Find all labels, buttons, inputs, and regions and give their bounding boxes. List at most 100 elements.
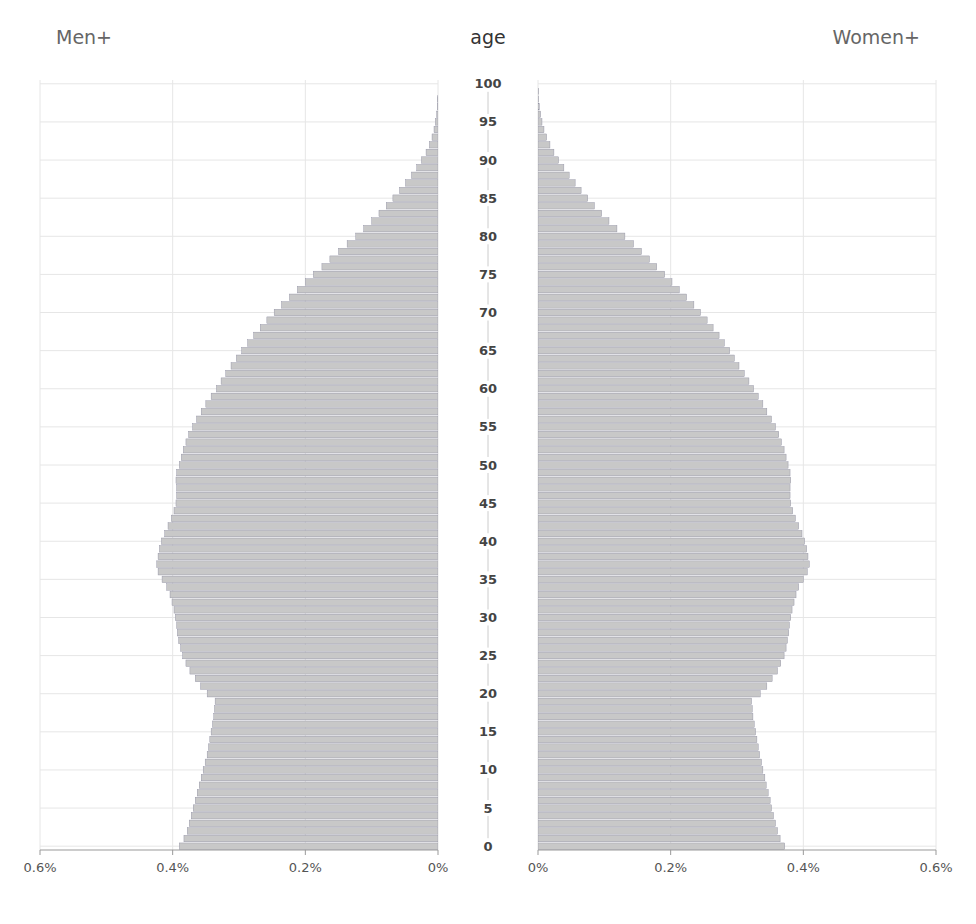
tick-label: 95 <box>479 114 497 129</box>
tick-mark <box>936 850 937 855</box>
bar <box>538 721 754 727</box>
bar <box>226 370 438 376</box>
bar <box>538 340 724 346</box>
bar <box>538 393 758 399</box>
grid-line <box>40 121 438 122</box>
bar <box>538 96 539 102</box>
bar <box>538 683 767 689</box>
grid-line <box>803 80 804 850</box>
bar <box>195 675 438 681</box>
bar <box>183 447 438 453</box>
bar <box>339 248 439 254</box>
bar <box>538 134 547 140</box>
panel-title: Men+ <box>56 26 112 48</box>
bar <box>161 538 438 544</box>
tick-label: 80 <box>479 229 497 244</box>
bar <box>411 172 438 178</box>
bar <box>212 721 438 727</box>
bar <box>174 508 438 514</box>
bar <box>538 302 694 308</box>
bar <box>432 134 438 140</box>
panel: 0%0.2%0.4%0.6% <box>528 80 953 875</box>
tick-mark <box>172 850 173 855</box>
bar <box>177 622 438 628</box>
bar <box>175 614 438 620</box>
bar <box>538 325 713 331</box>
bar <box>435 119 438 125</box>
bar <box>538 538 805 544</box>
bar <box>231 363 438 369</box>
axis-title: age <box>470 26 505 48</box>
tick-label: 0.4% <box>156 860 189 875</box>
grid-line <box>172 80 173 850</box>
bar <box>538 652 784 658</box>
bar <box>538 508 793 514</box>
bar <box>197 790 438 796</box>
bar <box>538 584 799 590</box>
bar <box>538 469 790 475</box>
bar <box>538 81 539 87</box>
tick-label: 25 <box>479 648 497 663</box>
bar <box>171 515 438 521</box>
bar <box>538 218 609 224</box>
bar <box>538 119 542 125</box>
background <box>0 0 976 924</box>
label-bg <box>470 266 506 282</box>
bar <box>289 294 438 300</box>
grid-line <box>538 121 936 122</box>
bar <box>538 103 539 109</box>
bar <box>538 759 762 765</box>
bar <box>538 347 730 353</box>
bar <box>538 614 791 620</box>
bar <box>386 203 438 209</box>
bar <box>538 690 760 696</box>
tick-label: 70 <box>479 305 497 320</box>
bar <box>305 279 438 285</box>
bar <box>538 546 807 552</box>
tick-mark <box>803 850 804 855</box>
bar <box>191 812 438 818</box>
bar <box>538 462 788 468</box>
bars <box>538 88 809 849</box>
bar <box>356 233 438 239</box>
bar <box>177 629 438 635</box>
bar <box>216 386 438 392</box>
tick-label: 45 <box>479 496 497 511</box>
label-bg <box>470 457 506 473</box>
bar <box>538 454 786 460</box>
bar <box>538 271 665 277</box>
tick-label: 30 <box>479 610 497 625</box>
age-axis: 0510152025303540455055606570758085909510… <box>470 76 506 854</box>
label-bg <box>470 800 506 816</box>
bar <box>214 713 438 719</box>
label-bg <box>470 419 506 435</box>
bar <box>538 447 784 453</box>
bar <box>205 759 438 765</box>
tick-mark <box>538 850 539 855</box>
bar <box>538 355 734 361</box>
bar <box>538 698 752 704</box>
bar <box>538 591 796 597</box>
bar <box>538 492 790 498</box>
label-bg <box>470 609 506 625</box>
bar <box>201 408 438 414</box>
bar <box>538 599 794 605</box>
bar <box>189 820 438 826</box>
tick-mark <box>305 850 306 855</box>
bar <box>538 408 767 414</box>
bar <box>538 576 803 582</box>
bar <box>538 774 765 780</box>
bar <box>538 142 550 148</box>
bar <box>201 774 438 780</box>
bar <box>364 225 438 231</box>
tick-mark <box>438 850 439 855</box>
bar <box>190 668 438 674</box>
bar <box>538 607 792 613</box>
bar <box>260 325 438 331</box>
bar <box>159 546 438 552</box>
label-bg <box>470 571 506 587</box>
grid-line <box>40 83 438 84</box>
bar <box>210 736 438 742</box>
bar <box>538 317 707 323</box>
bar <box>236 355 438 361</box>
